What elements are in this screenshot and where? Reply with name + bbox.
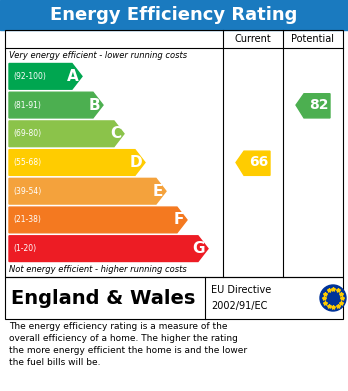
Polygon shape <box>236 151 270 175</box>
Text: Potential: Potential <box>292 34 334 44</box>
Text: Very energy efficient - lower running costs: Very energy efficient - lower running co… <box>9 50 187 59</box>
Text: EU Directive: EU Directive <box>211 285 271 296</box>
Polygon shape <box>9 121 124 147</box>
Polygon shape <box>9 92 103 118</box>
Circle shape <box>320 285 346 311</box>
Text: 82: 82 <box>309 98 329 112</box>
Text: England & Wales: England & Wales <box>11 289 195 307</box>
Polygon shape <box>9 63 82 89</box>
Text: A: A <box>67 69 79 84</box>
Text: 66: 66 <box>250 156 269 170</box>
Text: G: G <box>192 241 205 256</box>
Polygon shape <box>9 150 145 175</box>
Text: C: C <box>110 126 121 141</box>
Text: Not energy efficient - higher running costs: Not energy efficient - higher running co… <box>9 265 187 274</box>
Text: F: F <box>174 212 184 228</box>
Text: Energy Efficiency Rating: Energy Efficiency Rating <box>50 6 298 24</box>
Text: (21-38): (21-38) <box>13 215 41 224</box>
Polygon shape <box>296 94 330 118</box>
Text: The energy efficiency rating is a measure of the
overall efficiency of a home. T: The energy efficiency rating is a measur… <box>9 322 247 368</box>
Text: 2002/91/EC: 2002/91/EC <box>211 301 267 310</box>
Polygon shape <box>9 178 166 204</box>
Polygon shape <box>9 207 187 233</box>
Text: E: E <box>153 184 163 199</box>
Text: Current: Current <box>235 34 271 44</box>
Bar <box>5 30 343 277</box>
Text: D: D <box>129 155 142 170</box>
Text: (1-20): (1-20) <box>13 244 36 253</box>
Text: (81-91): (81-91) <box>13 100 41 109</box>
Bar <box>0 0 348 30</box>
Text: (92-100): (92-100) <box>13 72 46 81</box>
Text: (69-80): (69-80) <box>13 129 41 138</box>
Text: B: B <box>88 98 100 113</box>
Bar <box>5 277 343 319</box>
Text: (55-68): (55-68) <box>13 158 41 167</box>
Polygon shape <box>9 236 208 262</box>
Text: (39-54): (39-54) <box>13 187 41 196</box>
